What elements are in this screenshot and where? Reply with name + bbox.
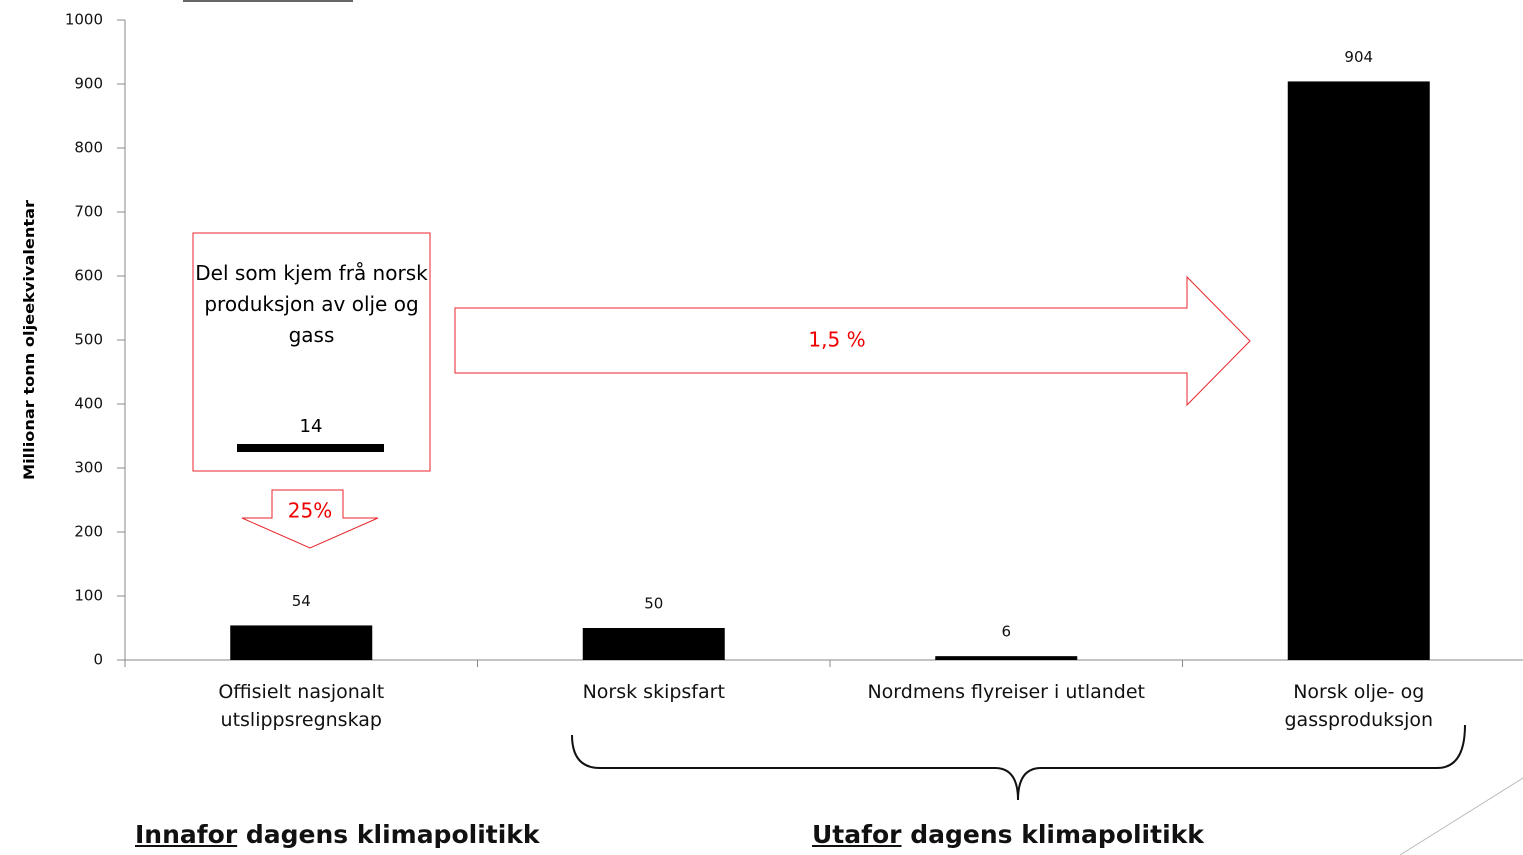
x-tick-label: Norsk skipsfart <box>582 681 725 703</box>
inset-box <box>192 232 431 472</box>
group-rest: dagens klimapolitikk <box>245 820 540 849</box>
y-tick-label: 900 <box>74 75 103 93</box>
inset-bar <box>237 444 384 452</box>
value-label: 904 <box>1344 48 1373 66</box>
y-tick-label: 200 <box>74 523 103 541</box>
arrow-label: 1,5 % <box>808 328 865 352</box>
brace <box>571 724 1466 801</box>
y-tick-label: 700 <box>74 203 103 221</box>
y-tick-label: 500 <box>74 331 103 349</box>
y-tick-label: 0 <box>93 651 103 669</box>
inset-text: Del som kjem frå norsk produksjon av olj… <box>195 261 428 347</box>
bar <box>230 625 373 660</box>
value-label: 50 <box>644 595 663 613</box>
y-axis-label: Millionar tonn oljeekvivalentar <box>22 200 38 480</box>
decor-line <box>1399 777 1523 855</box>
value-label: 54 <box>292 592 311 610</box>
bar <box>582 628 725 660</box>
inset-value-label: 14 <box>300 416 323 437</box>
x-tick-label: Norsk olje- og gassproduksjon <box>1284 681 1434 731</box>
bar <box>1287 81 1430 660</box>
x-tick-label: Offisielt nasjonalt utslippsregnskap <box>218 681 385 731</box>
right-arrow <box>454 275 1251 407</box>
y-tick-label: 1000 <box>65 11 103 29</box>
group-rest: dagens klimapolitikk <box>910 820 1204 849</box>
group-label: Innafor dagens klimapolitikk <box>135 820 540 849</box>
group-underlined: Utafor <box>812 820 902 849</box>
y-tick-label: 800 <box>74 139 103 157</box>
y-tick-label: 100 <box>74 587 103 605</box>
group-label: Utafor dagens klimapolitikk <box>812 820 1204 849</box>
arrow-label: 25% <box>288 499 332 523</box>
value-label: 6 <box>1001 623 1011 641</box>
x-tick-label: Nordmens flyreiser i utlandet <box>867 681 1146 703</box>
y-tick-label: 400 <box>74 395 103 413</box>
y-tick-label: 600 <box>74 267 103 285</box>
group-underlined: Innafor <box>135 820 238 849</box>
down-arrow <box>241 489 379 549</box>
y-tick-label: 300 <box>74 459 103 477</box>
bar <box>935 656 1078 660</box>
